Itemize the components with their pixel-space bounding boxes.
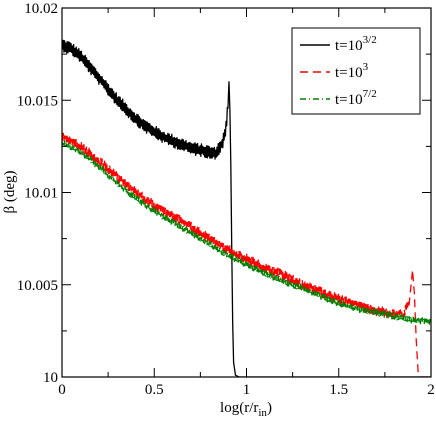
- legend-label-exponent: 3: [363, 61, 369, 73]
- x-axis-label-close: ): [267, 400, 272, 416]
- x-tick-label: 0.5: [145, 382, 164, 398]
- series-layer: [62, 39, 431, 377]
- legend-label-base: t=10: [335, 92, 363, 108]
- x-tick-label: 1.5: [329, 382, 348, 398]
- x-tick-label: 2: [427, 382, 435, 398]
- y-tick-label: 10.02: [24, 1, 58, 17]
- legend-label-exponent: 3/2: [363, 34, 377, 46]
- y-tick-label: 10.005: [17, 278, 58, 294]
- series-line-2: [62, 140, 431, 325]
- y-axis-label: β (deg): [2, 170, 18, 213]
- series-line-1: [62, 132, 431, 377]
- x-axis-label-sub: in: [258, 407, 267, 419]
- y-tick-label: 10.01: [24, 186, 58, 202]
- tick-labels-layer: 0 0.5 1 1.5 2 10 10.005 10.01 10.015 10.02: [17, 1, 435, 398]
- legend-label-base: t=10: [335, 38, 363, 54]
- y-tick-label: 10: [43, 370, 58, 386]
- legend-label-1: t=103: [335, 61, 369, 81]
- legend-label-0: t=103/2: [335, 34, 377, 54]
- x-tick-label: 0: [58, 382, 66, 398]
- ticks-layer: [61, 7, 432, 378]
- series-line-0: [62, 39, 431, 377]
- y-tick-label: 10.015: [17, 93, 58, 109]
- x-axis-label: log(r/rin): [220, 400, 272, 419]
- legend-label-exponent: 7/2: [363, 88, 377, 100]
- x-tick-label: 1: [243, 382, 251, 398]
- x-axis-label-main: log(r/r: [220, 400, 258, 416]
- legend-label-base: t=10: [335, 65, 363, 81]
- legend-label-2: t=107/2: [335, 88, 377, 108]
